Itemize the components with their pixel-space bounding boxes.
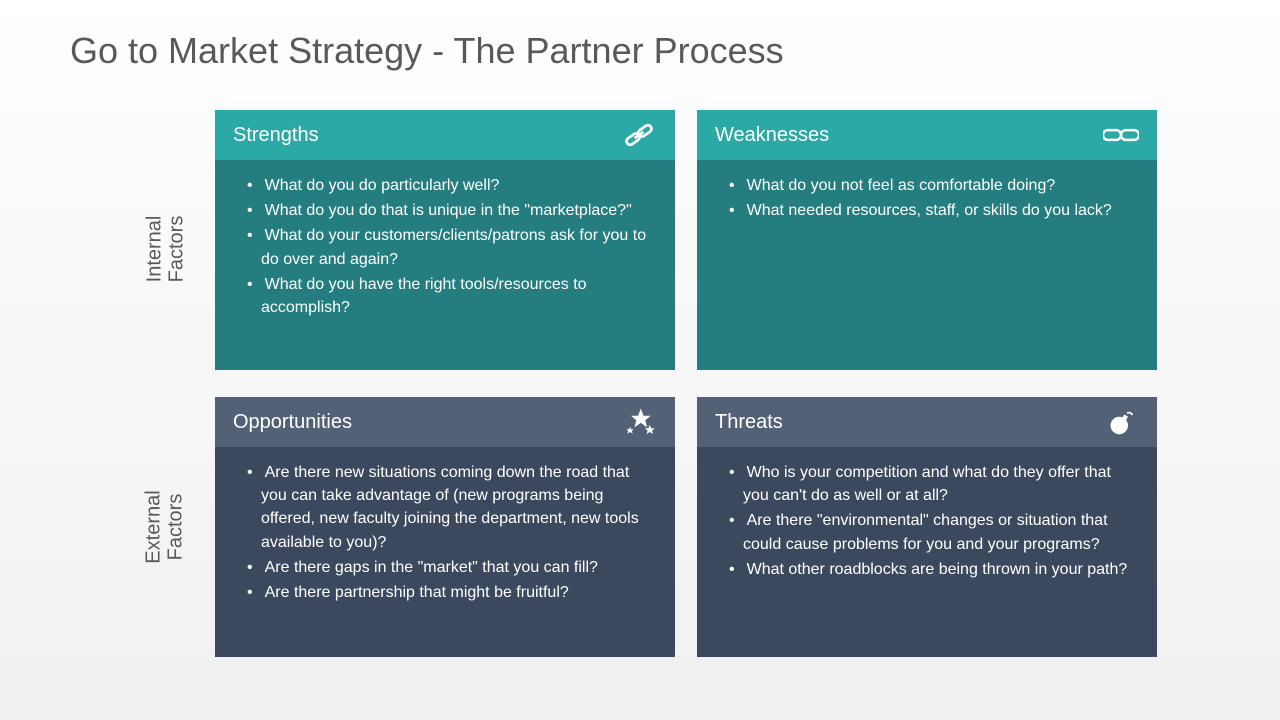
list-item: Who is your competition and what do they… <box>715 461 1139 507</box>
bomb-icon <box>1103 407 1139 437</box>
matrix: Strengths What do you do particularly we… <box>215 110 1157 666</box>
list-item: What needed resources, staff, or skills … <box>715 199 1139 222</box>
list-item: Are there new situations coming down the… <box>233 461 657 554</box>
link-icon <box>621 120 657 150</box>
quadrant-weaknesses: Weaknesses What do you not feel as comfo… <box>697 110 1157 379</box>
quadrant-weaknesses-body: What do you not feel as comfortable doin… <box>697 160 1157 370</box>
list-item: Are there gaps in the "market" that you … <box>233 556 657 579</box>
stars-icon <box>621 407 657 437</box>
row-label-internal: InternalFactors <box>115 110 215 388</box>
row-label-internal-text: InternalFactors <box>143 216 187 283</box>
quadrant-strengths-title: Strengths <box>233 124 319 147</box>
quadrant-strengths-header: Strengths <box>215 110 675 160</box>
page-title: Go to Market Strategy - The Partner Proc… <box>0 0 1280 72</box>
quadrant-strengths-body: What do you do particularly well? What d… <box>215 160 675 370</box>
quadrant-weaknesses-title: Weaknesses <box>715 124 829 147</box>
strengths-list: What do you do particularly well? What d… <box>233 174 657 319</box>
quadrant-threats-body: Who is your competition and what do they… <box>697 447 1157 657</box>
list-item: Are there partnership that might be frui… <box>233 581 657 604</box>
threats-list: Who is your competition and what do they… <box>715 461 1139 581</box>
list-item: What other roadblocks are being thrown i… <box>715 558 1139 581</box>
row-label-external: ExternalFactors <box>115 388 215 666</box>
quadrant-threats-header: Threats <box>697 397 1157 447</box>
broken-link-icon <box>1103 120 1139 150</box>
list-item: What do you do particularly well? <box>233 174 657 197</box>
quadrant-threats: Threats Who is your competition and what… <box>697 397 1157 666</box>
list-item: What do you not feel as comfortable doin… <box>715 174 1139 197</box>
quadrant-strengths: Strengths What do you do particularly we… <box>215 110 675 379</box>
quadrant-opportunities: Opportunities Are there new situations c… <box>215 397 675 666</box>
list-item: What do you have the right tools/resourc… <box>233 273 657 319</box>
opportunities-list: Are there new situations coming down the… <box>233 461 657 604</box>
swot-grid: InternalFactors ExternalFactors Strength… <box>115 110 1157 666</box>
row-label-external-text: ExternalFactors <box>143 490 187 563</box>
quadrant-opportunities-title: Opportunities <box>233 411 352 434</box>
row-labels: InternalFactors ExternalFactors <box>115 110 215 666</box>
quadrant-opportunities-body: Are there new situations coming down the… <box>215 447 675 657</box>
quadrant-threats-title: Threats <box>715 411 783 434</box>
list-item: What do your customers/clients/patrons a… <box>233 224 657 270</box>
weaknesses-list: What do you not feel as comfortable doin… <box>715 174 1139 222</box>
quadrant-weaknesses-header: Weaknesses <box>697 110 1157 160</box>
quadrant-opportunities-header: Opportunities <box>215 397 675 447</box>
list-item: What do you do that is unique in the "ma… <box>233 199 657 222</box>
list-item: Are there "environmental" changes or sit… <box>715 509 1139 555</box>
